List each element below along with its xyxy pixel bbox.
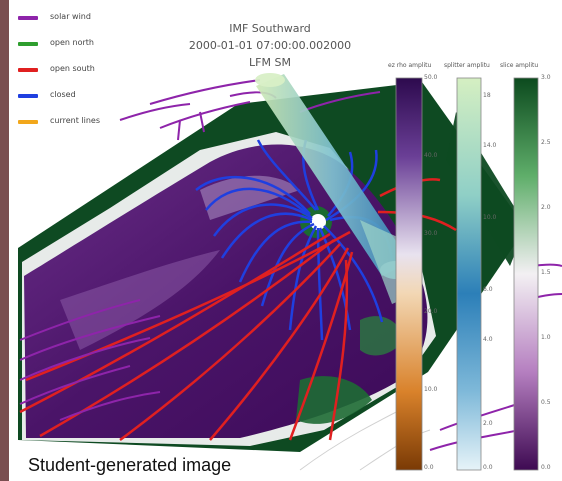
colorbar-2-tick: 14.0	[483, 142, 497, 149]
solar-wind-lines	[19, 79, 562, 451]
legend-item-current-lines: current lines	[18, 114, 148, 140]
colorbar-1-tick: 20.0	[424, 308, 438, 315]
legend: solar wind open north open south closed …	[18, 10, 148, 140]
colorbar-1-tick: 0.0	[424, 464, 434, 471]
colorbar-2-tick: 10.0	[483, 214, 497, 221]
legend-label: current lines	[50, 116, 101, 125]
title-line-2: 2000-01-01 07:00:00.002000	[188, 39, 352, 52]
colorbar-3-title: slice amplitu	[500, 62, 539, 69]
image-caption: Student-generated image	[28, 455, 232, 475]
legend-label: open south	[50, 64, 95, 73]
legend-item-solar-wind: solar wind	[18, 10, 148, 36]
colorbar-3-tick: 1.5	[541, 269, 551, 276]
legend-swatch	[18, 42, 38, 46]
colorbar-1-tick: 10.0	[424, 386, 438, 393]
colorbar-1	[395, 77, 423, 471]
legend-swatch	[18, 16, 38, 20]
colorbar-3-tick: 3.0	[541, 74, 551, 81]
title-line-1: IMF Southward	[229, 22, 311, 35]
colorbar-1-tick: 30.0	[424, 230, 438, 237]
legend-swatch	[18, 120, 38, 124]
legend-label: solar wind	[50, 12, 91, 21]
left-border	[0, 0, 9, 481]
colorbar-3-tick: 1.0	[541, 334, 551, 341]
colorbar-1-tick: 50.0	[424, 74, 438, 81]
legend-item-open-south: open south	[18, 62, 148, 88]
colorbar-3-tick: 2.5	[541, 139, 551, 146]
colorbar-2-tick: 6.0	[483, 286, 493, 293]
plot-title: IMF Southward 2000-01-01 07:00:00.002000…	[150, 20, 390, 71]
colorbar-2-tick: 4.0	[483, 336, 493, 343]
colorbar-3-tick: 2.0	[541, 204, 551, 211]
title-line-3: LFM SM	[249, 56, 291, 69]
legend-swatch	[18, 68, 38, 72]
colorbar-1-tick: 40.0	[424, 152, 438, 159]
colorbar-1-title: ez rho amplitu	[388, 62, 432, 69]
colorbar-3-tick: 0.5	[541, 399, 551, 406]
colorbar-3	[513, 77, 539, 471]
colorbar-3-tick: 0.0	[541, 464, 551, 471]
colorbar-2-tick: 18	[483, 92, 491, 99]
legend-item-closed: closed	[18, 88, 148, 114]
colorbar-2	[456, 77, 482, 471]
legend-label: open north	[50, 38, 94, 47]
legend-swatch	[18, 94, 38, 98]
legend-label: closed	[50, 90, 76, 99]
colorbar-2-tick: 0.0	[483, 464, 493, 471]
colorbar-2-title: splitter amplitu	[444, 62, 490, 69]
colorbar-2-tick: 2.0	[483, 420, 493, 427]
legend-item-open-north: open north	[18, 36, 148, 62]
